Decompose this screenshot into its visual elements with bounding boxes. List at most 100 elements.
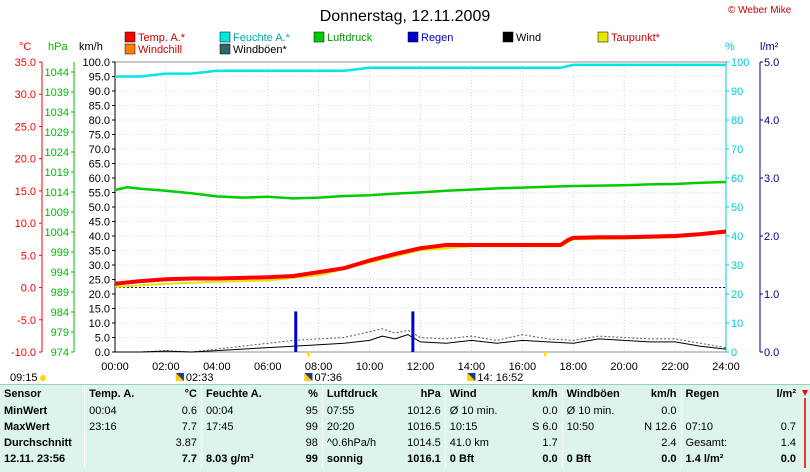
tick-label-kmh: 55.0 bbox=[89, 188, 110, 200]
stats-cell: 41.0 km bbox=[444, 435, 516, 451]
x-tick-label: 20:00 bbox=[610, 361, 638, 373]
stats-cell: 0.0 bbox=[661, 405, 677, 417]
weather-chart: Donnerstag, 12.11.2009 © Weber Mike Temp… bbox=[10, 5, 792, 384]
tick-label-kmh: 15.0 bbox=[89, 304, 110, 316]
legend-label: Feuchte A.* bbox=[233, 32, 291, 44]
stats-cell: 00:04 bbox=[84, 403, 154, 419]
x-tick-label: 06:00 bbox=[254, 361, 282, 373]
stats-cell: 0.0 bbox=[542, 405, 558, 417]
stats-cell: 1012.6 bbox=[407, 405, 441, 417]
legend-label: Luftdruck bbox=[327, 32, 373, 44]
tick-label-kmh: 85.0 bbox=[89, 101, 110, 113]
tick-label-kmh: 5.0 bbox=[95, 333, 110, 345]
stats-cell: 1014.5 bbox=[407, 437, 441, 449]
tick-label-kmh: 60.0 bbox=[89, 173, 110, 185]
tick-label-pressure: 989 bbox=[51, 287, 69, 299]
tick-label-temp: 35.0 bbox=[15, 57, 36, 69]
tick-label-temp: 0.0 bbox=[21, 283, 36, 295]
tick-label-temp: 10.0 bbox=[15, 218, 36, 230]
tick-label-kmh: 95.0 bbox=[89, 72, 110, 84]
stats-cell: 0.7 bbox=[780, 421, 796, 433]
stats-header-cell: Temp. A. bbox=[84, 385, 154, 403]
stats-cell: 1016.1 bbox=[407, 453, 441, 465]
tick-label-pressure: 994 bbox=[51, 267, 69, 279]
stats-cell bbox=[561, 435, 635, 451]
tick-label-pressure: 1044 bbox=[45, 67, 69, 79]
tick-label-kmh: 80.0 bbox=[89, 115, 110, 127]
stats-cell: 99 bbox=[305, 453, 318, 465]
tick-label-temp: 30.0 bbox=[15, 89, 36, 101]
stats-cell bbox=[750, 403, 800, 419]
tick-label-kmh: 0.0 bbox=[95, 347, 110, 359]
stats-cell: 2.4 bbox=[661, 437, 677, 449]
stats-cell: 10:50 bbox=[561, 419, 635, 435]
tick-label-pressure: 1009 bbox=[45, 207, 69, 219]
tick-label-rain: 3.0 bbox=[764, 173, 779, 185]
axis-unit-humidity: % bbox=[725, 41, 735, 53]
tick-label-kmh: 65.0 bbox=[89, 159, 110, 171]
stats-cell: 20:20 bbox=[321, 419, 397, 435]
tick-label-rain: 2.0 bbox=[764, 231, 779, 243]
tick-label-pressure: 974 bbox=[51, 347, 69, 359]
stats-header-cell: Sensor bbox=[4, 388, 42, 400]
tick-label-humidity: 20 bbox=[731, 289, 743, 301]
tick-label-humidity: 30 bbox=[731, 260, 743, 272]
axis-unit-rain: l/m² bbox=[760, 41, 779, 53]
legend-swatch bbox=[597, 31, 609, 43]
x-tick-label: 04:00 bbox=[203, 361, 231, 373]
stats-cell: 7.7 bbox=[181, 421, 197, 433]
tick-label-pressure: 984 bbox=[51, 307, 69, 319]
axis-unit-temp: °C bbox=[19, 41, 31, 53]
axis-unit-kmh: km/h bbox=[79, 41, 103, 53]
tick-label-temp: 25.0 bbox=[15, 121, 36, 133]
tick-label-humidity: 0 bbox=[731, 347, 737, 359]
tick-label-rain: 0.0 bbox=[764, 347, 779, 359]
stats-cell: S 6.0 bbox=[531, 421, 558, 433]
stats-cell: 8.03 g/m³ bbox=[200, 451, 275, 467]
x-tick-label: 00:00 bbox=[101, 361, 129, 373]
stats-cell: 23:16 bbox=[84, 419, 154, 435]
tick-label-humidity: 90 bbox=[731, 86, 743, 98]
stats-header-cell: Feuchte A. bbox=[200, 385, 275, 403]
legend-swatch bbox=[313, 31, 325, 43]
tick-label-pressure: 1034 bbox=[45, 107, 69, 119]
marker-time: 02:33 bbox=[186, 372, 214, 384]
legend-swatch bbox=[219, 43, 231, 55]
time-markers: 02:33 07:36 14: 16:52 09:15 bbox=[10, 352, 548, 384]
x-tick-label: 22:00 bbox=[661, 361, 689, 373]
stats-header-cell: Wind bbox=[444, 385, 516, 403]
series-line-feuchtea bbox=[115, 63, 726, 78]
tick-label-pressure: 1024 bbox=[45, 147, 69, 159]
stats-cell: 17:45 bbox=[200, 419, 275, 435]
moon-icon-fill bbox=[467, 373, 476, 381]
legend-label: Temp. A.* bbox=[138, 32, 186, 44]
legend-label: Wind bbox=[516, 32, 541, 44]
stats-cell: 07:55 bbox=[321, 403, 397, 419]
tick-label-pressure: 1019 bbox=[45, 167, 69, 179]
stats-cell: 0.0 bbox=[661, 453, 677, 465]
tick-label-pressure: 1004 bbox=[45, 227, 69, 239]
tick-label-humidity: 80 bbox=[731, 115, 743, 127]
series-line-tempa bbox=[114, 229, 727, 286]
tick-label-kmh: 100.0 bbox=[82, 57, 110, 69]
sunrise-time: 09:15 bbox=[10, 372, 38, 384]
tick-label-pressure: 979 bbox=[51, 327, 69, 339]
tick-label-temp: -5.0 bbox=[17, 315, 36, 327]
stats-cell: N 12.6 bbox=[644, 421, 677, 433]
stats-cell: 7.7 bbox=[181, 453, 197, 465]
tick-label-kmh: 70.0 bbox=[89, 144, 110, 156]
x-tick-label: 14:00 bbox=[458, 361, 486, 373]
tick-label-rain: 1.0 bbox=[764, 289, 779, 301]
stats-header-cell: l/m² bbox=[776, 388, 796, 400]
stats-cell: MaxWert bbox=[4, 421, 50, 433]
tick-label-pressure: 1014 bbox=[45, 187, 69, 199]
x-tick-label: 02:00 bbox=[152, 361, 180, 373]
stats-header-cell: Regen bbox=[680, 385, 750, 403]
stats-cell bbox=[84, 451, 154, 467]
tick-label-kmh: 30.0 bbox=[89, 260, 110, 272]
stats-cell bbox=[84, 435, 154, 451]
panel-marker-icon bbox=[802, 390, 808, 468]
stats-cell bbox=[680, 403, 750, 419]
stats-cell: 00:04 bbox=[200, 403, 275, 419]
stats-cell bbox=[200, 435, 275, 451]
